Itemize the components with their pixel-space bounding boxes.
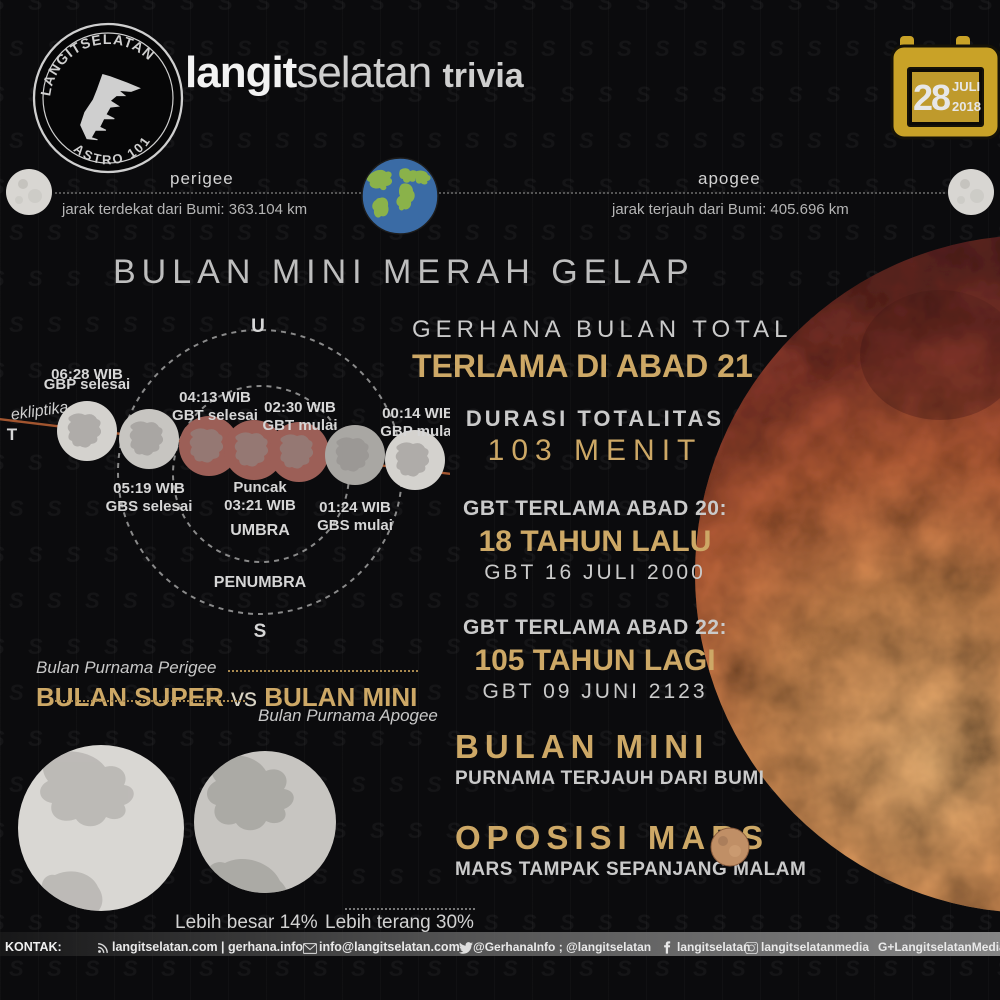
svg-text:02:30 WIB: 02:30 WIB bbox=[264, 399, 336, 416]
svg-text:T: T bbox=[7, 425, 18, 444]
svg-text:28: 28 bbox=[913, 77, 950, 118]
svg-text:UMBRA: UMBRA bbox=[230, 522, 290, 539]
svg-text:GBP selesai: GBP selesai bbox=[44, 376, 130, 393]
svg-text:PENUMBRA: PENUMBRA bbox=[214, 574, 307, 591]
svg-text:03:21 WIB: 03:21 WIB bbox=[224, 497, 296, 514]
svg-text:05:19 WIB: 05:19 WIB bbox=[113, 480, 185, 497]
svg-text:GBS selesai: GBS selesai bbox=[106, 498, 193, 515]
svg-text:GBT selesai: GBT selesai bbox=[172, 407, 258, 424]
svg-text:GBT mulai: GBT mulai bbox=[262, 417, 337, 434]
svg-text:U: U bbox=[251, 316, 265, 337]
svg-text:S: S bbox=[254, 621, 267, 642]
svg-text:2018: 2018 bbox=[952, 99, 981, 114]
svg-text:04:13 WIB: 04:13 WIB bbox=[179, 389, 251, 406]
svg-text:Puncak: Puncak bbox=[233, 479, 287, 496]
svg-text:01:24 WIB: 01:24 WIB bbox=[319, 499, 391, 516]
svg-text:JULI: JULI bbox=[952, 79, 980, 94]
svg-text:GBS mulai: GBS mulai bbox=[317, 517, 393, 534]
